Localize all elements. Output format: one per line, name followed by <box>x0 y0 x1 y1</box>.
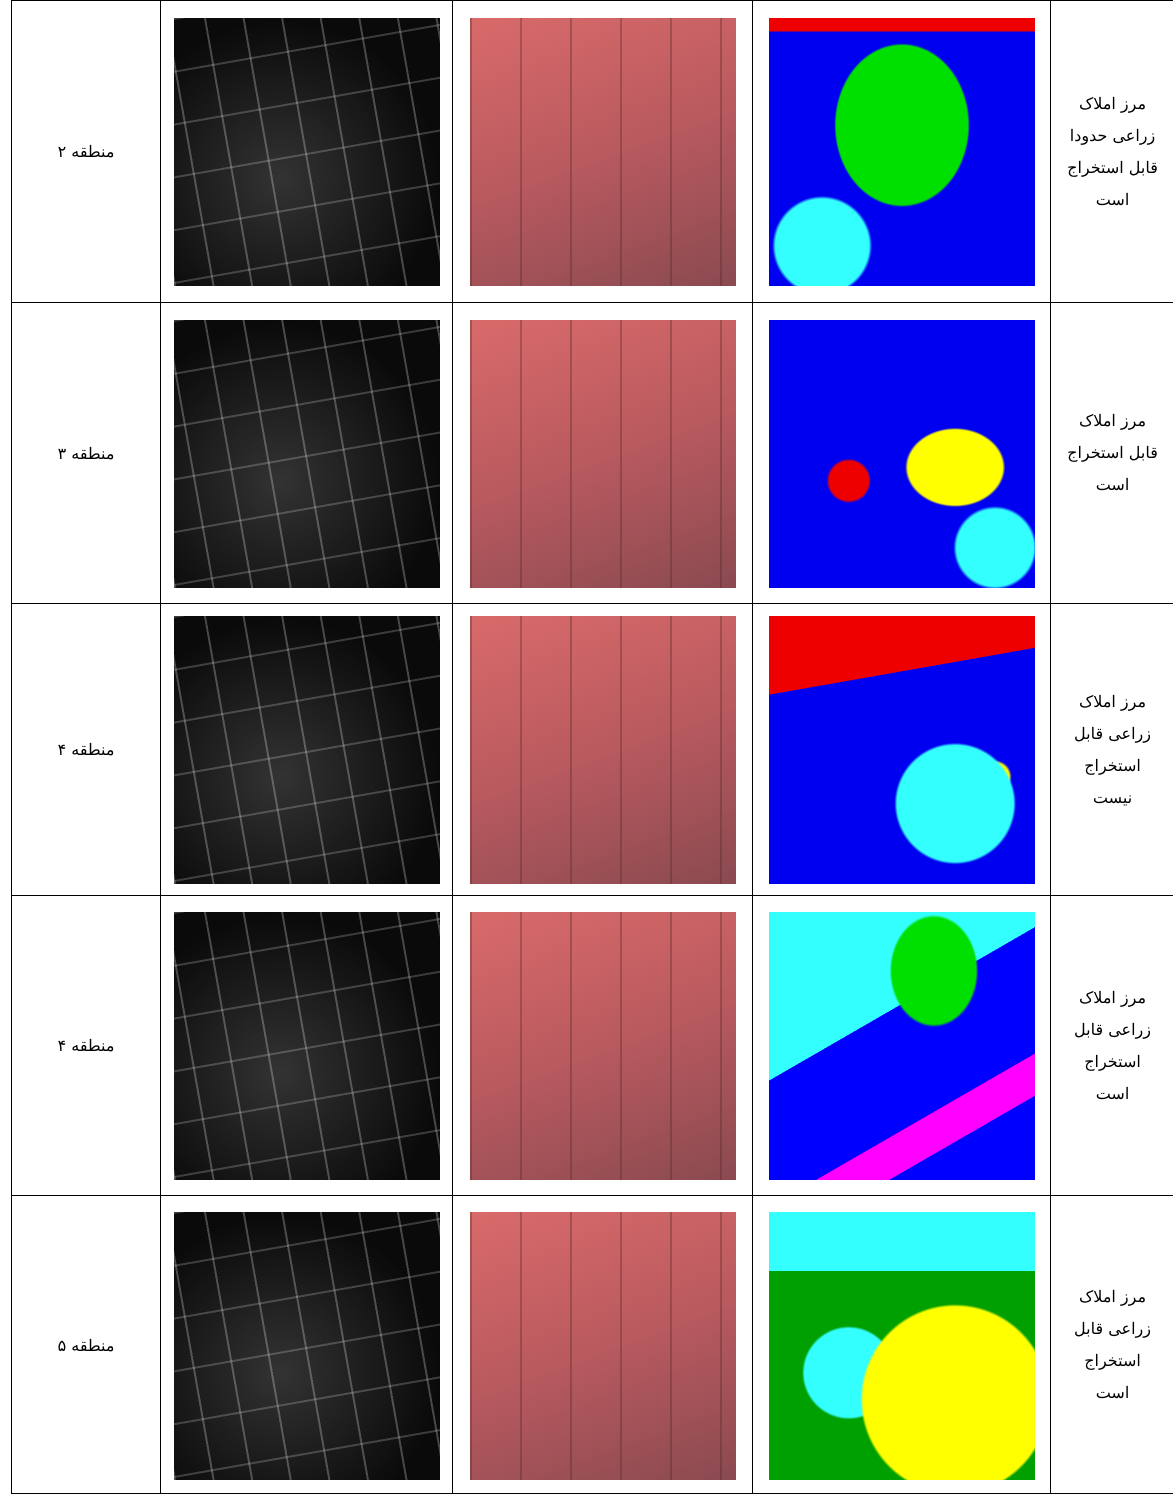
description-line: مرز املاک <box>1078 1287 1147 1306</box>
image-cell <box>160 895 452 1195</box>
image-cell <box>752 1195 1050 1494</box>
image-cell <box>160 302 452 603</box>
description-line: استخراج <box>1084 755 1141 775</box>
description-line: است <box>1095 1083 1130 1103</box>
region-cell: منطقه ۵ <box>11 1195 160 1494</box>
description-line: است <box>1095 189 1130 209</box>
image-cell <box>752 0 1050 302</box>
image-cell <box>160 0 452 302</box>
false-image <box>470 18 736 286</box>
image-cell <box>160 1195 452 1494</box>
description-line: نیست <box>1092 787 1133 807</box>
false-image <box>470 1211 736 1480</box>
region-cell: منطقه ۴ <box>11 603 160 895</box>
image-cell <box>452 0 752 302</box>
description-line: زراعی قابل <box>1074 1019 1151 1039</box>
description-line: استخراج <box>1084 1051 1141 1071</box>
description-cell: مرز املاک زراعی قابل استخراج است <box>1050 895 1173 1195</box>
region-cell: منطقه ۲ <box>11 0 160 302</box>
class-image <box>769 18 1035 286</box>
description-line: قابل استخراج <box>1067 443 1158 462</box>
edge-image <box>174 616 440 884</box>
edge-image <box>174 1211 440 1480</box>
image-cell <box>752 895 1050 1195</box>
description-line: مرز املاک <box>1078 987 1147 1007</box>
image-cell <box>160 603 452 895</box>
image-cell <box>752 603 1050 895</box>
description-line: قابل استخراج <box>1067 157 1158 177</box>
image-cell <box>452 1195 752 1494</box>
edge-image <box>174 319 440 588</box>
class-image <box>769 1211 1035 1480</box>
edge-image <box>174 912 440 1180</box>
region-cell: منطقه ۳ <box>11 302 160 603</box>
false-image <box>470 319 736 588</box>
image-cell <box>752 302 1050 603</box>
description-line: زراعی حدودا <box>1069 125 1156 145</box>
class-image <box>769 616 1035 884</box>
description-line: زراعی قابل <box>1074 1319 1151 1338</box>
description-cell: مرز املاک زراعی قابل استخراج است <box>1050 1195 1173 1494</box>
description-cell: مرز املاک زراعی حدودا قابل استخراج است <box>1050 0 1173 302</box>
description-line: استخراج <box>1084 1351 1141 1370</box>
description-line: است <box>1095 475 1130 494</box>
class-image <box>769 319 1035 588</box>
description-line: مرز املاک <box>1078 411 1147 430</box>
region-cell: منطقه ۴ <box>11 895 160 1195</box>
false-image <box>470 616 736 884</box>
image-cell <box>452 603 752 895</box>
false-image <box>470 912 736 1180</box>
edge-image <box>174 18 440 286</box>
image-cell <box>452 895 752 1195</box>
class-image <box>769 912 1035 1180</box>
description-line: مرز املاک <box>1078 93 1147 113</box>
description-cell: مرز املاک زراعی قابل استخراج نیست <box>1050 603 1173 895</box>
description-line: مرز املاک <box>1078 691 1147 711</box>
image-cell <box>452 302 752 603</box>
description-cell: مرز املاک قابل استخراج است <box>1050 302 1173 603</box>
description-line: زراعی قابل <box>1074 723 1151 743</box>
description-line: است <box>1095 1383 1130 1402</box>
